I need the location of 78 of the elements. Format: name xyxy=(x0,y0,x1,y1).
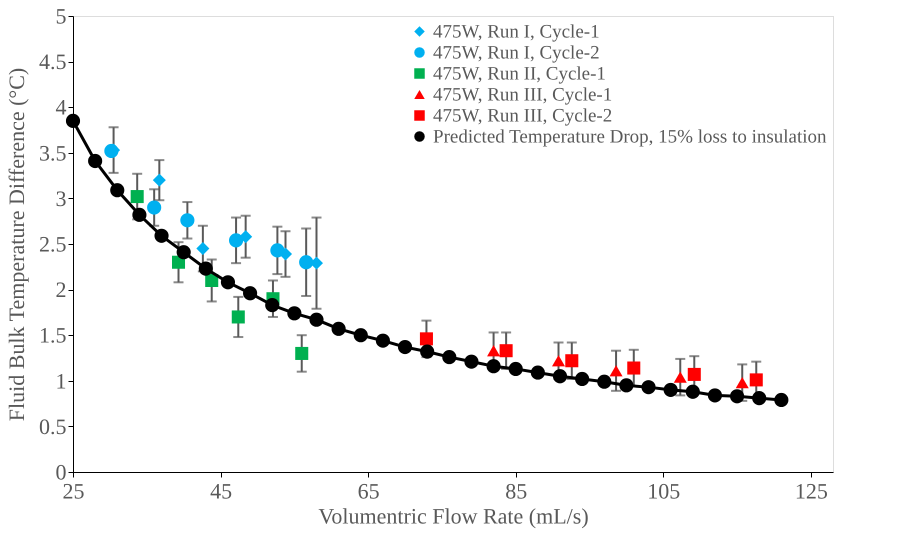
point xyxy=(66,114,80,128)
y-axis-title: Fluid Bulk Temperature Difference (°C) xyxy=(4,68,29,422)
point xyxy=(619,378,634,392)
y-tick-label: 1.5 xyxy=(39,322,66,348)
point xyxy=(243,286,258,300)
point xyxy=(730,389,744,404)
point xyxy=(674,372,687,383)
point xyxy=(132,208,146,222)
point xyxy=(232,310,245,324)
point xyxy=(196,242,210,256)
legend-label: 475W, Run III, Cycle-1 xyxy=(433,84,612,106)
point xyxy=(565,354,578,368)
legend-label: 475W, Run I, Cycle-1 xyxy=(433,22,600,42)
point xyxy=(295,346,308,360)
point xyxy=(464,354,479,369)
y-tick-label: 4 xyxy=(56,94,66,120)
point xyxy=(287,306,302,320)
legend-label: Predicted Temperature Drop, 15% loss to insulation xyxy=(433,126,828,148)
point xyxy=(130,190,144,204)
y-tick-label: 1 xyxy=(56,368,66,394)
point xyxy=(228,233,244,248)
x-tick-label: 45 xyxy=(210,478,232,504)
point xyxy=(152,174,166,187)
x-tick-label: 125 xyxy=(794,478,828,504)
point xyxy=(299,255,314,270)
point xyxy=(664,382,678,397)
point xyxy=(104,144,118,158)
point xyxy=(736,376,749,388)
y-tick-label: 2.5 xyxy=(39,232,66,256)
point xyxy=(552,355,566,366)
point xyxy=(147,200,162,215)
point xyxy=(508,362,523,376)
point xyxy=(610,365,623,376)
point xyxy=(500,344,513,358)
point xyxy=(154,228,169,243)
y-tick-label: 0.5 xyxy=(39,414,66,439)
point xyxy=(686,384,700,399)
y-tick-label: 3 xyxy=(56,186,66,211)
point xyxy=(627,362,640,375)
point xyxy=(442,350,456,364)
point xyxy=(176,245,191,260)
point xyxy=(750,373,763,386)
y-tick-label: 2 xyxy=(56,277,66,302)
x-axis-title: Volumentric Flow Rate (mL/s) xyxy=(318,504,589,528)
legend-label: 475W, Run III, Cycle-2 xyxy=(433,106,612,126)
point xyxy=(552,369,568,384)
point xyxy=(597,374,612,389)
point xyxy=(575,372,590,386)
point xyxy=(774,392,788,408)
point xyxy=(198,262,213,276)
point xyxy=(265,298,280,312)
point xyxy=(420,332,433,346)
point xyxy=(708,388,722,402)
point xyxy=(110,183,124,198)
y-tick-label: 4.5 xyxy=(39,49,66,74)
point xyxy=(752,391,766,406)
point xyxy=(220,275,236,290)
point xyxy=(354,328,368,342)
x-tick-label: 65 xyxy=(358,478,380,504)
point xyxy=(270,243,284,258)
point xyxy=(309,312,324,327)
point xyxy=(641,380,656,394)
point xyxy=(530,366,545,380)
point xyxy=(180,213,194,228)
point xyxy=(688,368,701,381)
point xyxy=(332,322,346,336)
point xyxy=(487,345,500,356)
point xyxy=(420,344,434,359)
point xyxy=(486,359,501,374)
point xyxy=(88,154,102,168)
legend-label: 475W, Run II, Cycle-1 xyxy=(433,64,606,84)
x-tick-label: 85 xyxy=(505,478,528,504)
legend-label: 475W, Run I, Cycle-2 xyxy=(433,42,600,64)
y-tick-label: 5 xyxy=(56,4,66,28)
point xyxy=(376,334,390,348)
x-tick-label: 105 xyxy=(647,478,680,504)
y-tick-label: 3.5 xyxy=(39,140,66,166)
point xyxy=(398,340,412,354)
